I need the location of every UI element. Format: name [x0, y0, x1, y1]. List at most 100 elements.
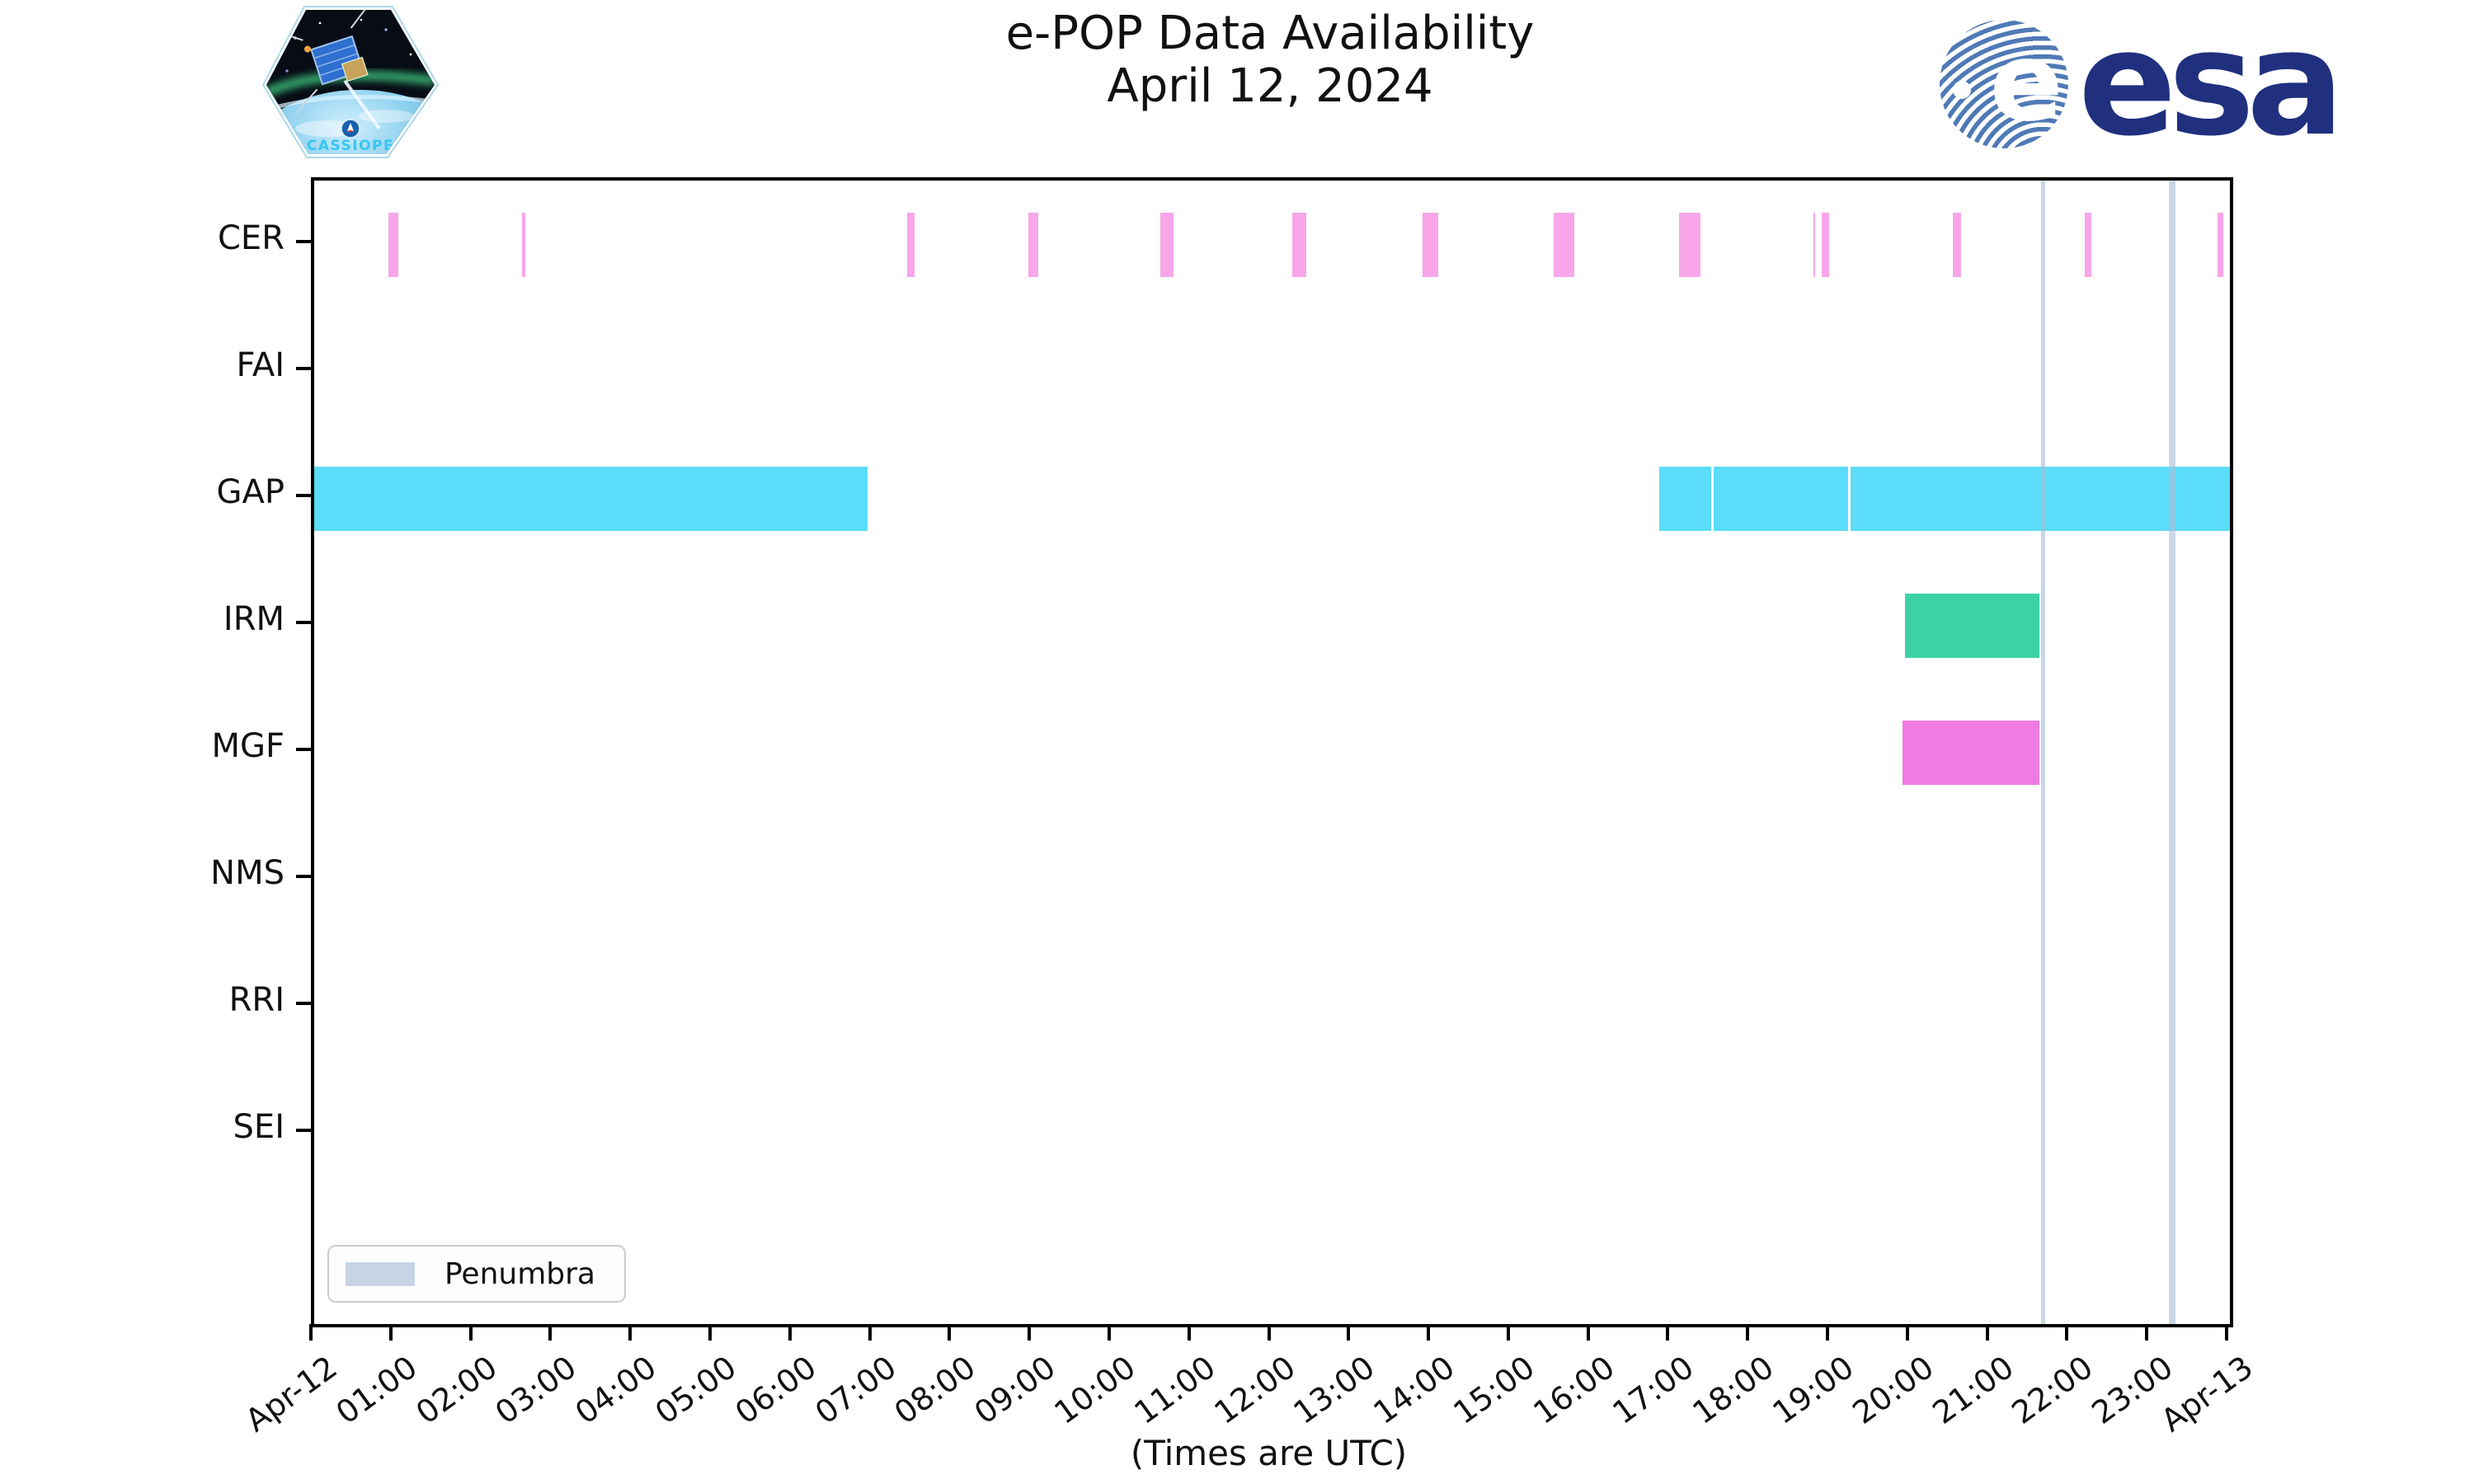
x-axis-tick	[309, 1324, 313, 1341]
chart-title-block: e-POP Data Availability April 12, 2024	[858, 8, 1682, 114]
esa-wordmark: esa	[2078, 0, 2345, 168]
y-axis-label-cer: CER	[218, 219, 285, 257]
penumbra-legend-swatch	[346, 1261, 415, 1286]
timeline-bar-gap	[1714, 467, 1848, 531]
y-axis-tick	[296, 1129, 311, 1132]
y-axis-tick	[296, 748, 311, 751]
x-axis-tick	[1347, 1324, 1351, 1341]
esa-globe-dot-icon	[1953, 81, 1971, 99]
x-axis-tick	[868, 1324, 872, 1341]
x-axis-tick-label: 20:00	[1846, 1349, 1940, 1431]
x-axis-tick-label: 04:00	[568, 1349, 664, 1431]
x-axis-tick-label: 01:00	[329, 1349, 424, 1431]
x-axis-tick	[1905, 1324, 1909, 1341]
cassiope-mission-patch: CASSIOPE	[261, 5, 440, 163]
x-axis-tick-label: 15:00	[1446, 1349, 1541, 1431]
x-axis-tick	[2145, 1324, 2149, 1341]
x-axis-tick	[1985, 1324, 1989, 1341]
y-axis-label-mgf: MGF	[211, 727, 285, 765]
x-axis-tick	[1586, 1324, 1590, 1341]
x-axis-tick-label: 03:00	[488, 1349, 584, 1431]
x-axis-tick	[788, 1324, 792, 1341]
x-axis-tick	[1107, 1324, 1111, 1341]
x-axis-tick	[1028, 1324, 1032, 1341]
x-axis-tick-label: 11:00	[1127, 1349, 1222, 1431]
chart-subtitle: April 12, 2024	[1107, 59, 1433, 113]
x-axis-tick-label: 09:00	[967, 1349, 1062, 1431]
y-axis-label-gap: GAP	[216, 473, 285, 511]
x-axis-tick	[468, 1324, 473, 1341]
timeline-bar-cer	[1813, 213, 1816, 277]
timeline-bar-cer	[1291, 213, 1307, 277]
timeline-bar-cer	[907, 213, 915, 277]
x-axis-tick-label: 22:00	[2005, 1349, 2100, 1431]
x-axis-tick	[1506, 1324, 1510, 1341]
timeline-bar-mgf	[1903, 721, 2040, 785]
timeline-bar-cer	[1028, 213, 1038, 277]
patch-beam	[343, 79, 381, 130]
x-axis-tick-label: 08:00	[887, 1349, 983, 1431]
x-axis-tick	[2065, 1324, 2069, 1341]
penumbra-band	[2040, 181, 2045, 1324]
timeline-bar-cer	[1554, 213, 1574, 277]
y-axis-tick	[296, 494, 311, 497]
y-axis-label-sei: SEI	[233, 1108, 285, 1146]
x-axis-tick	[1826, 1324, 1830, 1341]
x-axis-tick	[388, 1324, 393, 1341]
timeline-bar-cer	[2218, 213, 2223, 277]
x-axis-tick	[948, 1324, 952, 1341]
x-axis-tick	[628, 1324, 633, 1341]
timeline-bar-cer	[1159, 213, 1174, 277]
x-axis-tick	[2225, 1324, 2228, 1341]
y-axis-tick	[296, 875, 311, 878]
timeline-bar-cer	[388, 213, 398, 277]
y-axis-label-irm: IRM	[223, 600, 285, 638]
timeline-bar-gap	[1851, 467, 2230, 531]
timeline-bar-gap	[1658, 467, 1711, 531]
x-axis-tick	[1267, 1324, 1271, 1341]
esa-logo: e esa	[1940, 0, 2345, 168]
x-axis-tick-label: Apr-12	[238, 1349, 344, 1439]
x-axis-tick-label: 16:00	[1526, 1349, 1621, 1431]
x-axis-tick-label: 14:00	[1366, 1349, 1461, 1431]
cassiope-patch-graphic: CASSIOPE	[261, 6, 440, 158]
timeline-bar-cer	[1679, 213, 1700, 277]
timeline-bar-cer	[2085, 213, 2092, 277]
y-axis-tick	[296, 621, 311, 624]
x-axis-tick-label: 06:00	[728, 1349, 823, 1431]
timeline-bar-cer	[1422, 213, 1439, 277]
timeline-bar-irm	[1905, 594, 2040, 658]
patch-wordmark: CASSIOPE	[307, 138, 394, 154]
x-axis-tick-label: 18:00	[1686, 1349, 1781, 1431]
timeline-bar-gap	[314, 467, 868, 531]
penumbra-band	[2168, 181, 2175, 1324]
x-axis-tick-label: 13:00	[1286, 1349, 1382, 1431]
y-axis-tick	[296, 240, 311, 243]
x-axis-tick-label: 02:00	[408, 1349, 504, 1431]
x-axis-tick-label: 19:00	[1766, 1349, 1860, 1431]
x-axis-tick	[1666, 1324, 1670, 1341]
esa-globe-e: e	[1989, 20, 2063, 146]
x-axis-note: (Times are UTC)	[1130, 1433, 1408, 1473]
y-axis-label-rri: RRI	[228, 981, 285, 1019]
esa-globe-icon: e	[1940, 20, 2068, 148]
x-axis-tick-label: 17:00	[1606, 1349, 1701, 1431]
x-axis-tick-label: 05:00	[648, 1349, 743, 1431]
x-axis-tick-label: 12:00	[1206, 1349, 1302, 1431]
chart-title: e-POP Data Availability	[1005, 7, 1535, 60]
x-axis-tick-label: 10:00	[1047, 1349, 1142, 1431]
y-axis-tick	[296, 1002, 311, 1005]
y-axis-label-fai: FAI	[236, 346, 285, 384]
penumbra-legend: Penumbra	[327, 1245, 626, 1303]
x-axis-tick	[548, 1324, 553, 1341]
x-axis-tick	[1187, 1324, 1191, 1341]
x-axis-tick-label: Apr-13	[2154, 1349, 2260, 1439]
timeline-bar-cer	[521, 213, 526, 277]
x-axis-tick-label: 07:00	[807, 1349, 903, 1431]
y-axis-label-nms: NMS	[210, 854, 285, 892]
timeline-plot-area: Penumbra	[311, 177, 2233, 1327]
x-axis-tick-label: 21:00	[1926, 1349, 2020, 1431]
y-axis-tick	[296, 367, 311, 370]
timeline-bar-cer	[1953, 213, 1962, 277]
